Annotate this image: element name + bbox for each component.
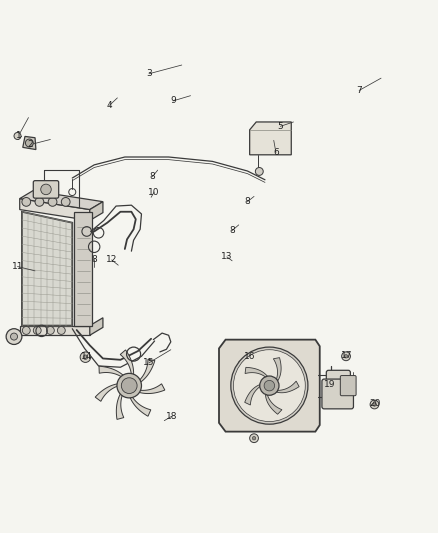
Circle shape xyxy=(22,198,31,206)
Text: 15: 15 xyxy=(143,358,155,367)
FancyBboxPatch shape xyxy=(340,376,356,395)
Text: 3: 3 xyxy=(146,69,152,78)
Text: 6: 6 xyxy=(273,148,279,157)
Circle shape xyxy=(14,133,21,140)
Text: 1: 1 xyxy=(15,132,21,141)
Polygon shape xyxy=(245,385,260,405)
Polygon shape xyxy=(245,367,267,377)
Text: 11: 11 xyxy=(12,262,23,271)
Polygon shape xyxy=(120,350,134,377)
Text: 7: 7 xyxy=(356,86,362,95)
Polygon shape xyxy=(117,392,124,419)
Polygon shape xyxy=(95,383,120,401)
Polygon shape xyxy=(265,394,282,414)
Text: 14: 14 xyxy=(81,352,92,361)
Text: 5: 5 xyxy=(277,122,283,131)
Circle shape xyxy=(35,198,44,206)
FancyBboxPatch shape xyxy=(322,379,353,409)
Circle shape xyxy=(260,376,279,395)
Text: 10: 10 xyxy=(148,188,160,197)
Text: 8: 8 xyxy=(149,172,155,181)
Polygon shape xyxy=(99,366,125,378)
Circle shape xyxy=(57,327,65,334)
Circle shape xyxy=(48,198,57,206)
Circle shape xyxy=(233,350,305,422)
Text: 20: 20 xyxy=(370,399,381,408)
Circle shape xyxy=(6,329,22,344)
Circle shape xyxy=(121,378,137,393)
Text: 13: 13 xyxy=(221,252,233,261)
Circle shape xyxy=(11,333,18,340)
Circle shape xyxy=(117,374,141,398)
Text: 12: 12 xyxy=(106,255,117,264)
Circle shape xyxy=(61,198,70,206)
Circle shape xyxy=(41,184,51,195)
Text: 4: 4 xyxy=(107,101,112,110)
FancyBboxPatch shape xyxy=(33,181,59,198)
Text: 17: 17 xyxy=(341,351,353,360)
Text: 16: 16 xyxy=(244,352,255,361)
Polygon shape xyxy=(129,395,151,416)
Circle shape xyxy=(80,352,91,362)
Polygon shape xyxy=(276,381,299,393)
FancyBboxPatch shape xyxy=(326,370,350,401)
Text: 19: 19 xyxy=(324,380,336,389)
Polygon shape xyxy=(20,326,90,335)
Polygon shape xyxy=(23,136,36,150)
Text: 2: 2 xyxy=(27,140,32,149)
Polygon shape xyxy=(20,199,90,221)
Circle shape xyxy=(25,139,33,147)
Polygon shape xyxy=(74,212,92,326)
Polygon shape xyxy=(22,212,72,326)
Polygon shape xyxy=(138,359,155,383)
Polygon shape xyxy=(273,358,281,381)
Circle shape xyxy=(250,434,258,442)
Text: 18: 18 xyxy=(166,412,177,421)
Circle shape xyxy=(370,400,379,409)
Circle shape xyxy=(252,437,256,440)
Text: 8: 8 xyxy=(91,255,97,264)
Circle shape xyxy=(83,355,88,359)
Polygon shape xyxy=(219,340,320,432)
Circle shape xyxy=(33,327,41,334)
Circle shape xyxy=(22,327,30,334)
Text: 8: 8 xyxy=(244,197,251,206)
Circle shape xyxy=(255,167,263,175)
Polygon shape xyxy=(137,384,165,393)
Polygon shape xyxy=(20,191,103,209)
Circle shape xyxy=(342,352,350,361)
Circle shape xyxy=(344,354,348,358)
Circle shape xyxy=(264,381,275,391)
Circle shape xyxy=(373,403,376,406)
Polygon shape xyxy=(90,318,103,335)
Text: 8: 8 xyxy=(229,226,235,235)
Text: 9: 9 xyxy=(170,96,176,106)
Circle shape xyxy=(46,327,54,334)
Polygon shape xyxy=(250,122,291,155)
Circle shape xyxy=(231,347,308,424)
Polygon shape xyxy=(90,201,103,221)
